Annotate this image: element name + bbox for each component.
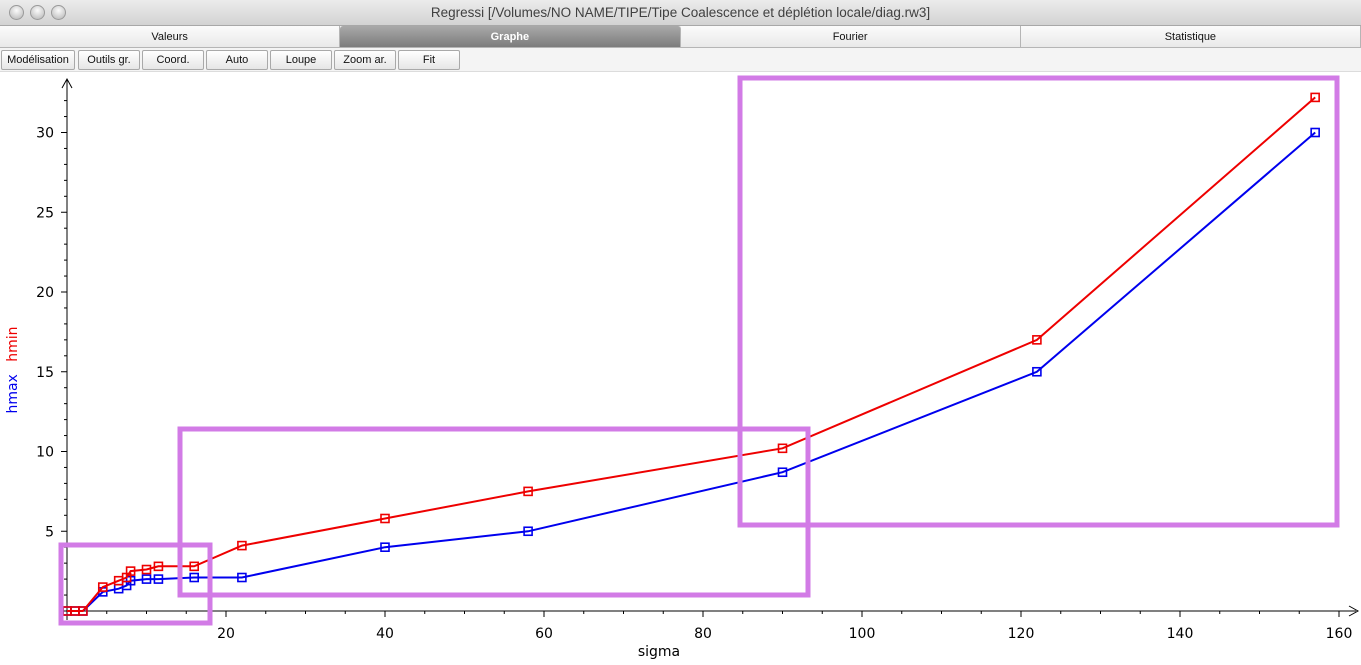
- data-point-hmin: [380, 513, 390, 524]
- tab-fourier[interactable]: Fourier: [680, 26, 1021, 48]
- auto-button[interactable]: Auto: [206, 50, 268, 70]
- data-point-hmin: [97, 582, 108, 592]
- y-tick-label: 20: [36, 285, 54, 301]
- data-point-hmax: [777, 467, 788, 478]
- tab-bar: Valeurs Graphe Fourier Statistique: [0, 26, 1361, 48]
- y-tick-label: 25: [36, 205, 54, 221]
- close-button[interactable]: [9, 5, 24, 20]
- graph-area[interactable]: 20 40 60 80 100 120 140 160 5 10 15 20 25 30 sigma hm…: [0, 72, 1361, 660]
- data-point-hmin: [777, 443, 788, 454]
- zoom-button[interactable]: [51, 5, 66, 20]
- series: [62, 92, 1320, 616]
- title-bar: Regressi [/Volumes/NO NAME/TIPE/Tipe Coa…: [0, 0, 1361, 26]
- y-tick-label: 5: [45, 524, 54, 540]
- graph-chart[interactable]: 20 40 60 80 100 120 140 160 5 10 15 20 25 30 sigma hm…: [0, 72, 1361, 660]
- y-label-hmin: hmin: [5, 326, 21, 361]
- highlight-box-3: [737, 75, 1340, 528]
- data-point-hmin: [141, 564, 152, 575]
- x-axis-arrow: [1348, 605, 1360, 617]
- series-line-hmin: [67, 96, 1316, 612]
- highlight-box-1: [58, 542, 213, 626]
- x-tick-label: 120: [1008, 626, 1035, 642]
- zoom-ar-button[interactable]: Zoom ar.: [334, 50, 396, 70]
- data-point-hmin: [1032, 335, 1042, 345]
- fit-button[interactable]: Fit: [398, 50, 460, 70]
- data-point-hmin: [78, 606, 88, 616]
- window-title: Regressi [/Volumes/NO NAME/TIPE/Tipe Coa…: [430, 5, 931, 20]
- loupe-button[interactable]: Loupe: [270, 50, 332, 70]
- data-point-hmin: [1310, 92, 1320, 103]
- y-tick-label: 30: [36, 126, 54, 142]
- x-tick-label: 80: [694, 626, 712, 642]
- data-point-hmin: [189, 561, 199, 572]
- tab-valeurs[interactable]: Valeurs: [0, 26, 341, 48]
- x-tick-label: 100: [849, 626, 876, 642]
- x-tick-label: 20: [217, 626, 235, 642]
- y-axis-label: hmax hmin: [5, 326, 21, 413]
- axes: [60, 77, 1360, 620]
- y-tick-label: 15: [36, 365, 54, 381]
- modelisation-button[interactable]: Modélisation: [1, 50, 75, 70]
- x-tick-label: 40: [376, 626, 394, 642]
- data-point-hmin: [125, 566, 136, 576]
- data-point-hmax: [1032, 366, 1042, 377]
- data-point-hmax: [189, 572, 199, 583]
- data-point-hmin: [523, 486, 533, 497]
- data-point-hmax: [523, 526, 533, 537]
- data-point-hmax: [141, 574, 152, 584]
- tab-graphe[interactable]: Graphe: [340, 26, 681, 48]
- minimize-button[interactable]: [30, 5, 45, 20]
- data-point-hmax: [1310, 127, 1320, 138]
- data-point-hmax: [153, 574, 164, 584]
- x-axis-label: sigma: [638, 644, 680, 660]
- outils-gr-button[interactable]: Outils gr.: [78, 50, 140, 70]
- series-line-hmax: [67, 131, 1316, 612]
- highlight-box-2: [177, 426, 811, 598]
- x-tick-label: 60: [535, 626, 553, 642]
- ticks: 20 40 60 80 100 120 140 160 5 10 15 20 25 30: [36, 100, 1353, 642]
- data-point-hmax: [237, 572, 247, 583]
- y-tick-label: 10: [36, 445, 54, 461]
- x-tick-label: 140: [1167, 626, 1194, 642]
- x-tick-label: 160: [1326, 626, 1353, 642]
- graph-toolbar: Modélisation Outils gr. Coord. Auto Loup…: [0, 48, 1361, 72]
- highlight-boxes: [58, 75, 1340, 626]
- data-point-hmin: [237, 540, 247, 551]
- data-point-hmin: [153, 561, 164, 572]
- coord-button[interactable]: Coord.: [142, 50, 204, 70]
- tab-statistique[interactable]: Statistique: [1020, 26, 1361, 48]
- y-axis-arrow: [61, 77, 73, 89]
- y-label-hmax: hmax: [5, 374, 21, 413]
- data-point-hmax: [380, 542, 390, 553]
